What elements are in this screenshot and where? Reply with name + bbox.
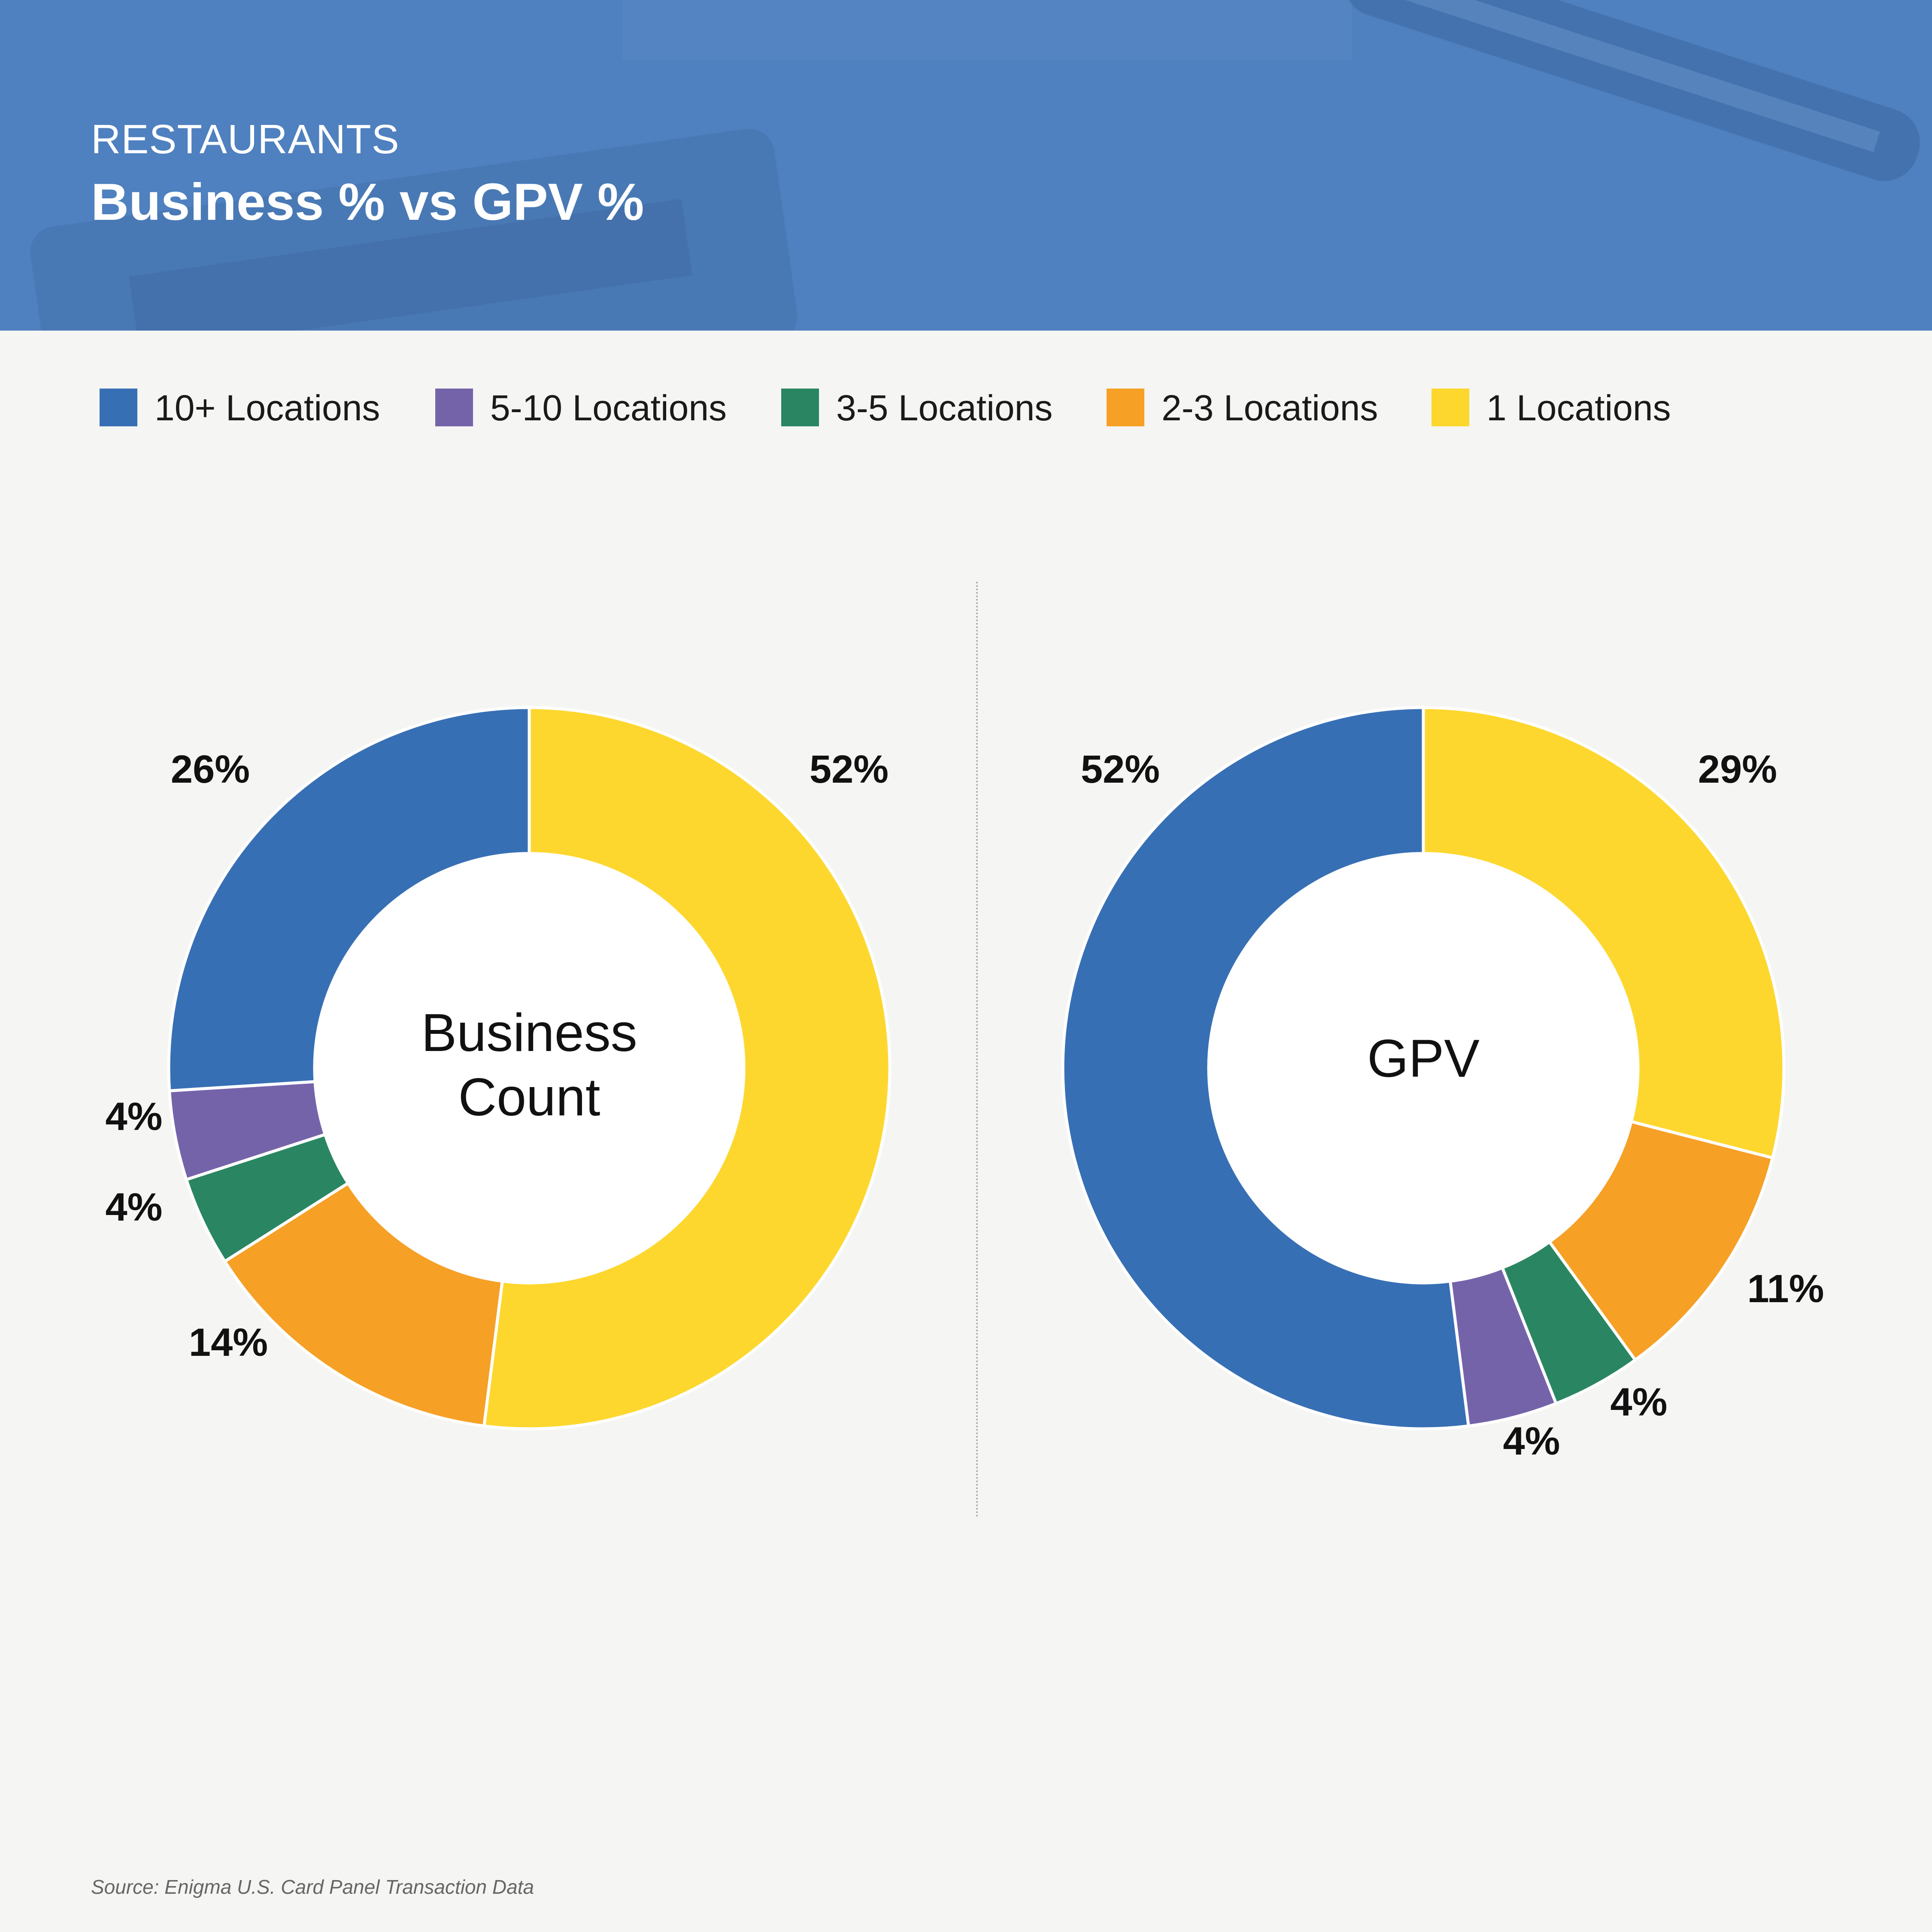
chart-divider — [976, 582, 978, 1518]
legend-swatch — [1107, 389, 1144, 426]
legend-swatch — [100, 389, 137, 426]
donut-hole — [1209, 854, 1638, 1283]
legend-swatch — [435, 389, 473, 426]
header-background-image — [30, 0, 1920, 331]
source-note: Source: Enigma U.S. Card Panel Transacti… — [91, 1876, 534, 1898]
legend-label: 10+ Locations — [155, 388, 380, 428]
header-kicker: RESTAURANTS — [91, 116, 400, 162]
donut-center-label: GPV — [1367, 1029, 1480, 1088]
data-label-10plus: 26% — [171, 747, 250, 791]
gpv-donut: GPV 52% 4% 4% 11% 29% — [1061, 706, 1824, 1463]
legend-label: 3-5 Locations — [836, 388, 1053, 428]
data-label-3-5: 4% — [1611, 1380, 1668, 1424]
data-label-2-3: 11% — [1747, 1267, 1824, 1311]
legend-label: 5-10 Locations — [490, 388, 727, 428]
data-label-5-10: 4% — [1503, 1419, 1560, 1463]
data-label-3-5: 4% — [106, 1185, 163, 1229]
data-label-1: 29% — [1698, 747, 1777, 791]
donut-center-label: Business — [421, 1003, 637, 1063]
data-label-10plus: 52% — [1081, 747, 1160, 791]
data-label-5-10: 4% — [106, 1095, 163, 1139]
legend-swatch — [781, 389, 819, 426]
legend-label: 2-3 Locations — [1162, 388, 1378, 428]
legend-label: 1 Locations — [1486, 388, 1671, 428]
data-label-1: 52% — [810, 747, 889, 791]
data-label-2-3: 14% — [189, 1321, 268, 1364]
legend-swatch — [1432, 389, 1469, 426]
header-banner: RESTAURANTS Business % vs GPV % — [0, 0, 1932, 331]
donut-hole — [315, 854, 744, 1283]
donut-center-label: Count — [458, 1068, 601, 1127]
page-title: Business % vs GPV % — [91, 173, 644, 231]
